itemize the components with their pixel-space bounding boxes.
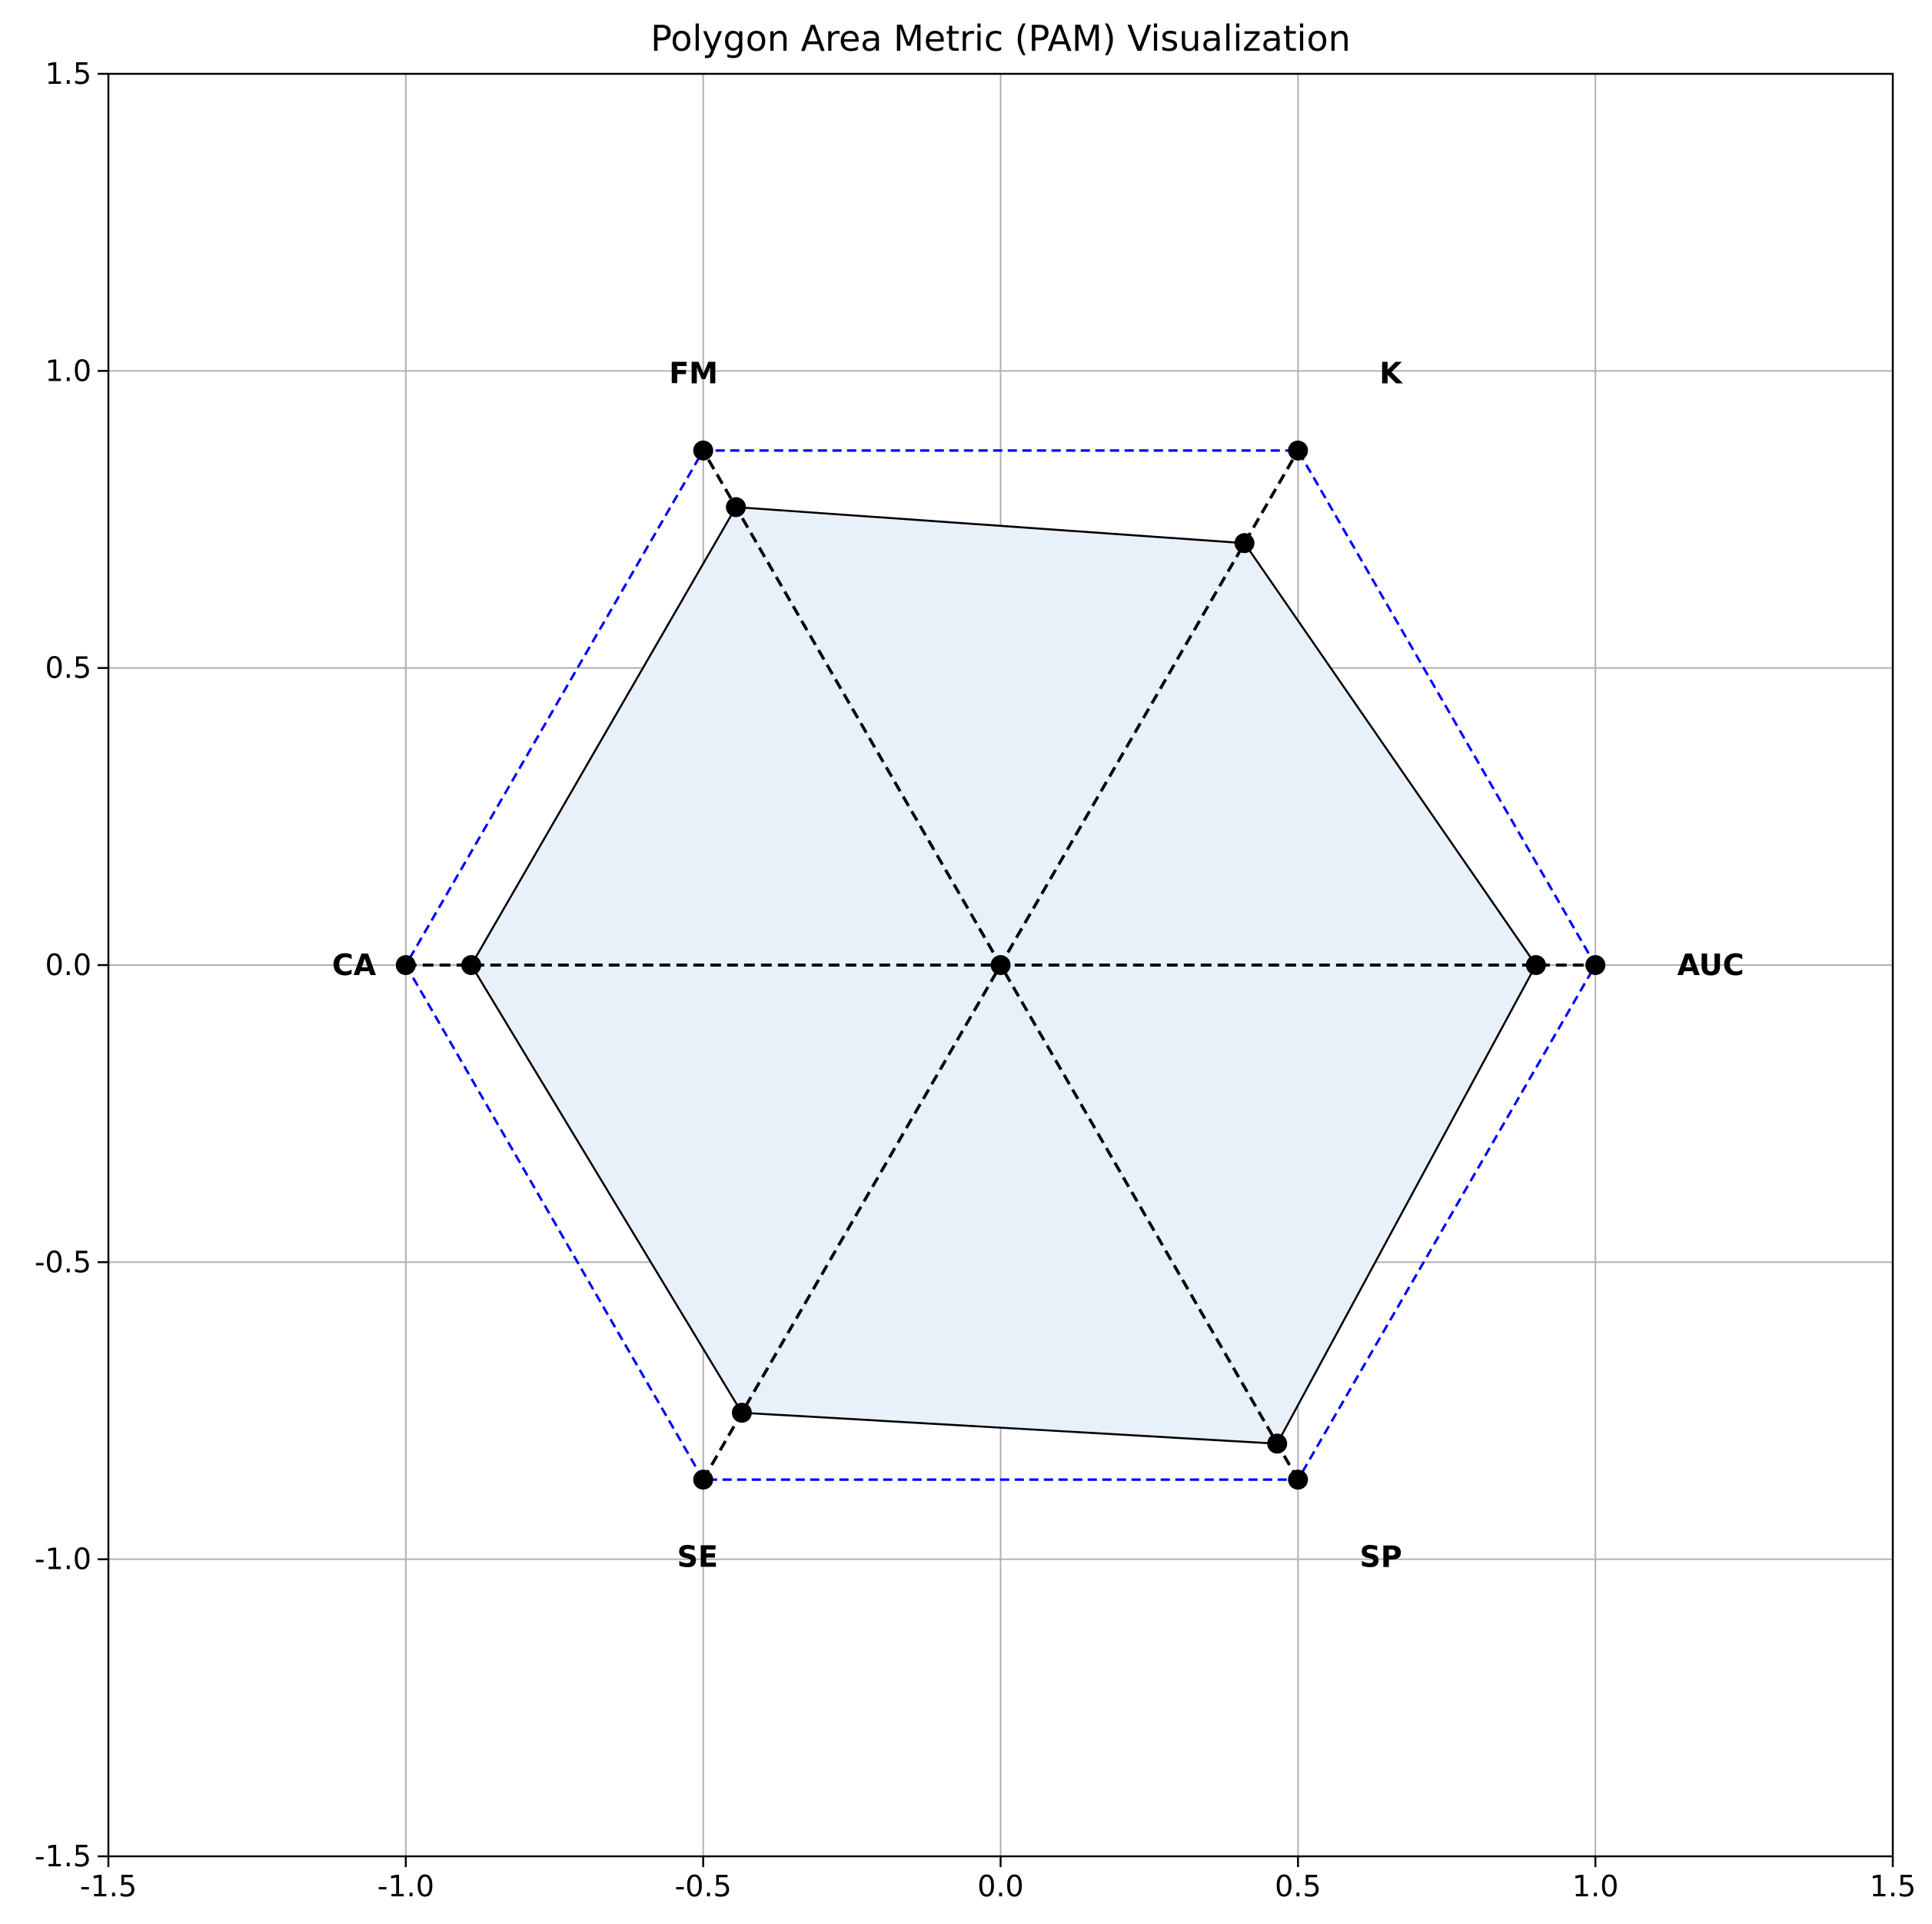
x-tick-label: 0.5 <box>1275 1869 1321 1903</box>
y-tick-label: 0.0 <box>45 948 91 982</box>
metric-label-k: K <box>1379 356 1403 390</box>
value-point-k <box>1234 533 1255 554</box>
metric-label-ca: CA <box>332 948 377 982</box>
value-point-auc <box>1525 955 1546 975</box>
chart-title: Polygon Area Metric (PAM) Visualization <box>650 18 1351 59</box>
x-tick-label: 0.0 <box>977 1869 1023 1903</box>
tick-layer: -1.5 -1.0 -0.5 0.0 0.5 1.0 1.5 1.5 1.0 0.5 0.0 -0.5… <box>35 57 1916 1903</box>
reference-point-k <box>1288 440 1309 461</box>
x-tick-label: 1.5 <box>1870 1869 1916 1903</box>
x-tick-label: -0.5 <box>675 1869 732 1903</box>
point-layer <box>395 440 1606 1490</box>
metric-label-sp: SP <box>1360 1540 1402 1574</box>
pam-area-fill <box>471 507 1536 1444</box>
metric-label-se: SE <box>677 1540 718 1574</box>
reference-point-sp <box>1288 1470 1309 1490</box>
y-tick-label: -0.5 <box>35 1245 91 1279</box>
reference-point-ca <box>395 955 416 975</box>
y-tick-label: 1.5 <box>45 57 91 91</box>
value-point-sp <box>1267 1433 1288 1454</box>
polygon-fill-layer <box>471 507 1536 1444</box>
value-point-fm <box>726 497 747 518</box>
x-tick-label: -1.5 <box>80 1869 137 1903</box>
y-tick-label: 0.5 <box>45 651 91 685</box>
y-tick-label: -1.5 <box>35 1839 91 1873</box>
x-tick-label: 1.0 <box>1572 1869 1618 1903</box>
value-point-se <box>731 1403 752 1423</box>
reference-point-auc <box>1585 955 1606 975</box>
reference-point-se <box>693 1470 713 1490</box>
x-tick-label: -1.0 <box>377 1869 434 1903</box>
y-tick-label: -1.0 <box>35 1543 91 1576</box>
value-point-ca <box>461 955 481 975</box>
metric-label-auc: AUC <box>1678 948 1744 982</box>
y-tick-label: 1.0 <box>45 354 91 388</box>
center-point <box>990 955 1011 975</box>
metric-label-fm: FM <box>669 356 718 390</box>
metric-label-layer: CA SE SP AUC K FM <box>332 356 1744 1573</box>
reference-point-fm <box>693 440 713 461</box>
